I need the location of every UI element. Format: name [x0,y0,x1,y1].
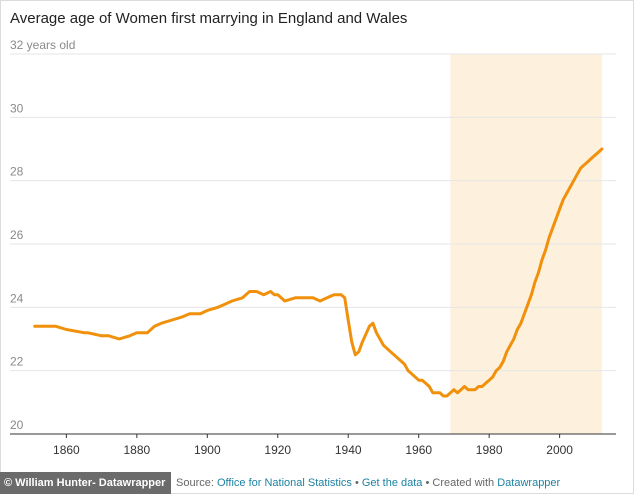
y-tick-label: 32 years old [10,38,75,52]
datawrapper-link[interactable]: Datawrapper [497,477,561,489]
gridlines-layer [10,53,616,435]
x-tick-label: 1900 [194,443,221,457]
x-tick-label: 1880 [123,443,150,457]
x-tick-label: 2000 [546,443,573,457]
x-tick-label: 1920 [264,443,291,457]
y-tick-label: 20 [10,418,24,432]
source-prefix: Source: [176,477,214,489]
x-tick-label: 1860 [53,443,80,457]
y-tick-labels-layer: 20 22 24 26 28 30 32 years old [10,38,75,432]
created-with-text: Created with [432,477,495,489]
y-tick-label: 30 [10,101,24,115]
x-tick-label: 1940 [335,443,362,457]
y-tick-label: 22 [10,355,24,369]
source-line: Source: Office for National Statistics •… [176,472,560,494]
y-tick-label: 24 [10,291,24,305]
get-data-link[interactable]: Get the data [361,477,423,489]
series-line [33,147,604,398]
separator: • [425,477,430,489]
y-tick-label: 26 [10,228,24,242]
series-layer [33,147,604,398]
x-tick-label: 1960 [405,443,432,457]
x-tick-label: 1980 [476,443,503,457]
x-tick-labels-layer: 1860 1880 1900 1920 1940 1960 1980 2000 [53,434,573,457]
chart-footer: © William Hunter- Datawrapper Source: Of… [0,472,634,494]
watermark: © William Hunter- Datawrapper [0,472,172,494]
y-tick-label: 28 [10,165,24,179]
source-link[interactable]: Office for National Statistics [216,477,352,489]
chart-title: Average age of Women first marrying in E… [10,10,408,27]
separator: • [354,477,359,489]
